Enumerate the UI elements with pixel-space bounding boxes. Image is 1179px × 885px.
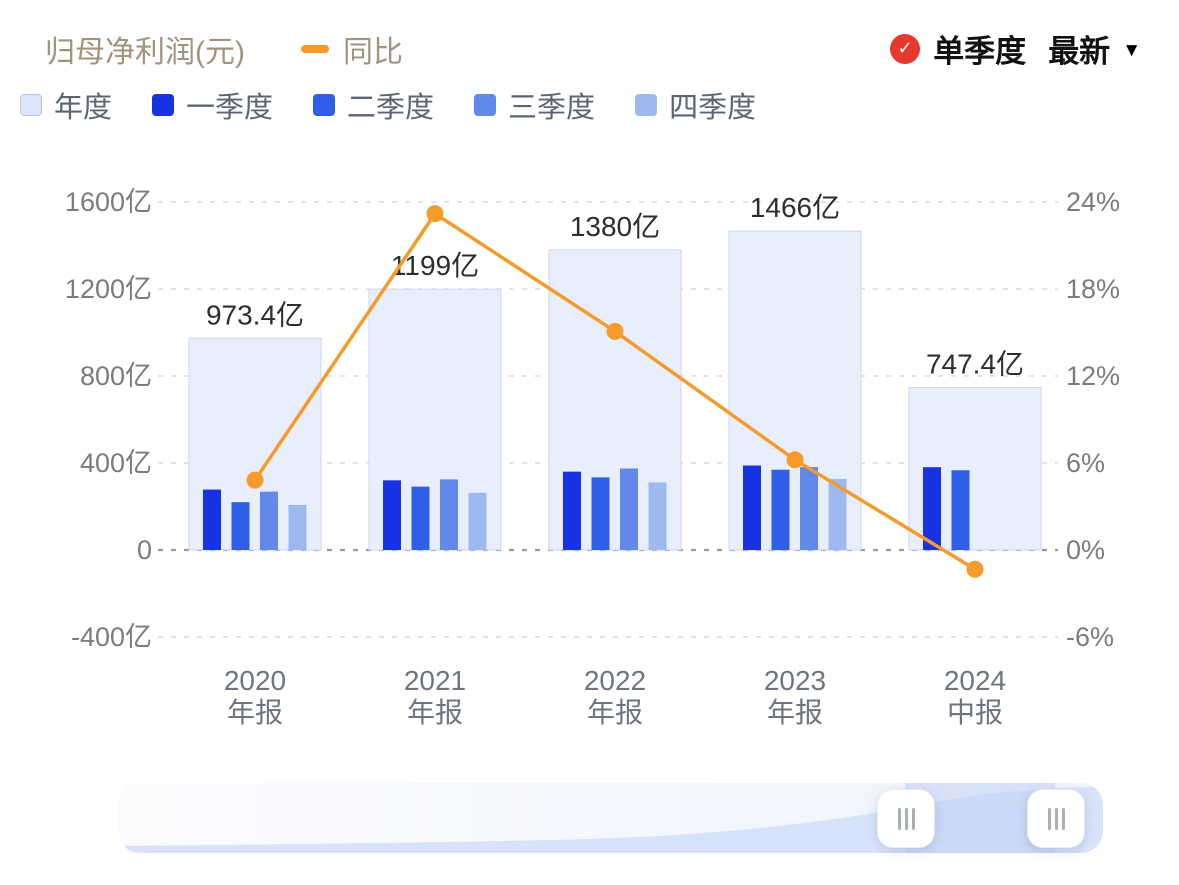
quarter-bar[interactable] — [620, 468, 638, 550]
quarter-bar[interactable] — [440, 479, 458, 550]
legend-label: 年度 — [54, 92, 113, 124]
annual-value-label: 1380亿 — [570, 211, 660, 242]
right-axis-tick: 6% — [1066, 448, 1105, 478]
single-quarter-toggle[interactable]: ✓ 单季度 — [890, 26, 1026, 71]
header-controls: ✓ 单季度 最新 ▼ — [890, 26, 1141, 71]
x-axis-label: 2022 年报 — [584, 665, 646, 728]
chart-title: 归母净利润(元) — [45, 35, 245, 69]
annual-value-label: 1199亿 — [391, 250, 479, 281]
quarter-bar[interactable] — [468, 492, 487, 550]
left-axis-tick: 1600亿 — [65, 187, 152, 217]
x-axis-label: 2021 年报 — [404, 665, 466, 728]
x-axis-label: 2020 年报 — [224, 665, 286, 728]
caret-down-icon: ▼ — [1122, 40, 1141, 61]
slider-area — [118, 787, 1103, 853]
quarter-bar[interactable] — [260, 491, 278, 550]
legend-item-annual[interactable]: 年度 — [20, 84, 112, 126]
quarter-bar[interactable] — [800, 467, 818, 550]
quarter-bar[interactable] — [771, 469, 790, 550]
slider-handle-right[interactable] — [1027, 789, 1085, 848]
left-axis-tick: 400亿 — [80, 448, 152, 478]
grip-icon — [1047, 807, 1065, 830]
annual-value-label: 747.4亿 — [926, 348, 1024, 379]
yoy-point[interactable] — [786, 451, 804, 469]
quarter-bar[interactable] — [591, 477, 610, 550]
quarter-bar[interactable] — [563, 471, 581, 550]
legend-label: 四季度 — [669, 92, 757, 124]
single-quarter-label: 单季度 — [933, 34, 1027, 69]
legend-yoy[interactable]: 同比 — [300, 27, 403, 71]
legend-label: 三季度 — [508, 92, 596, 124]
profit-chart: 1600亿 24% 1200亿 18% 800亿 12% 400亿 6% 0 0% -400亿 -6%… — [65, 187, 1120, 728]
slider-minimap — [118, 783, 1103, 853]
grip-icon — [897, 807, 915, 830]
q4-swatch-icon — [635, 94, 658, 116]
right-axis-tick: -6% — [1066, 622, 1114, 652]
quarter-bar[interactable] — [411, 486, 430, 550]
latest-dropdown[interactable]: 最新 ▼ — [1048, 26, 1141, 71]
legend-label: 二季度 — [347, 92, 435, 124]
quarter-bar[interactable] — [951, 470, 970, 550]
x-axis-label: 2024 中报 — [944, 665, 1006, 728]
x-axis-label: 2023 年报 — [764, 665, 826, 728]
slider-handle-left[interactable] — [877, 789, 935, 848]
quarter-bar[interactable] — [288, 504, 307, 550]
right-axis-tick: 0% — [1066, 535, 1105, 565]
left-axis-tick: 1200亿 — [65, 274, 152, 304]
quarter-bar[interactable] — [231, 502, 250, 550]
quarter-bar[interactable] — [383, 480, 401, 550]
right-axis-tick: 18% — [1066, 274, 1120, 304]
quarter-bar[interactable] — [828, 478, 847, 550]
yoy-line-icon — [300, 44, 329, 53]
left-axis-tick: 0 — [137, 535, 152, 565]
q2-swatch-icon — [313, 94, 336, 116]
legend-item-q3[interactable]: 三季度 — [474, 84, 595, 126]
legend-yoy-label: 同比 — [342, 35, 403, 69]
legend-item-q2[interactable]: 二季度 — [313, 84, 434, 126]
right-axis-tick: 12% — [1066, 361, 1120, 391]
range-slider[interactable] — [118, 783, 1103, 853]
series-legend: 年度 一季度 二季度 三季度 四季度 — [20, 84, 756, 126]
quarter-bar[interactable] — [743, 465, 761, 550]
chart-header: 归母净利润(元) 同比 ✓ 单季度 最新 ▼ — [45, 26, 1141, 71]
yoy-point[interactable] — [966, 560, 984, 578]
yoy-point[interactable] — [606, 322, 624, 340]
checked-icon: ✓ — [890, 33, 921, 64]
left-axis-tick: -400亿 — [71, 622, 152, 652]
quarter-bar[interactable] — [648, 482, 667, 550]
quarter-bar[interactable] — [923, 467, 941, 550]
yoy-point[interactable] — [246, 471, 264, 489]
quarter-bar[interactable] — [203, 489, 221, 550]
legend-item-q4[interactable]: 四季度 — [635, 84, 756, 126]
left-axis-tick: 800亿 — [80, 361, 152, 391]
latest-label: 最新 — [1048, 34, 1111, 69]
right-axis-tick: 24% — [1066, 187, 1120, 217]
annual-value-label: 1466亿 — [750, 192, 840, 223]
annual-swatch-icon — [20, 94, 42, 116]
annual-value-label: 973.4亿 — [206, 299, 304, 330]
q1-swatch-icon — [152, 94, 175, 116]
yoy-point[interactable] — [426, 205, 444, 223]
legend-item-q1[interactable]: 一季度 — [152, 84, 273, 126]
legend-label: 一季度 — [186, 92, 274, 124]
q3-swatch-icon — [474, 94, 497, 116]
